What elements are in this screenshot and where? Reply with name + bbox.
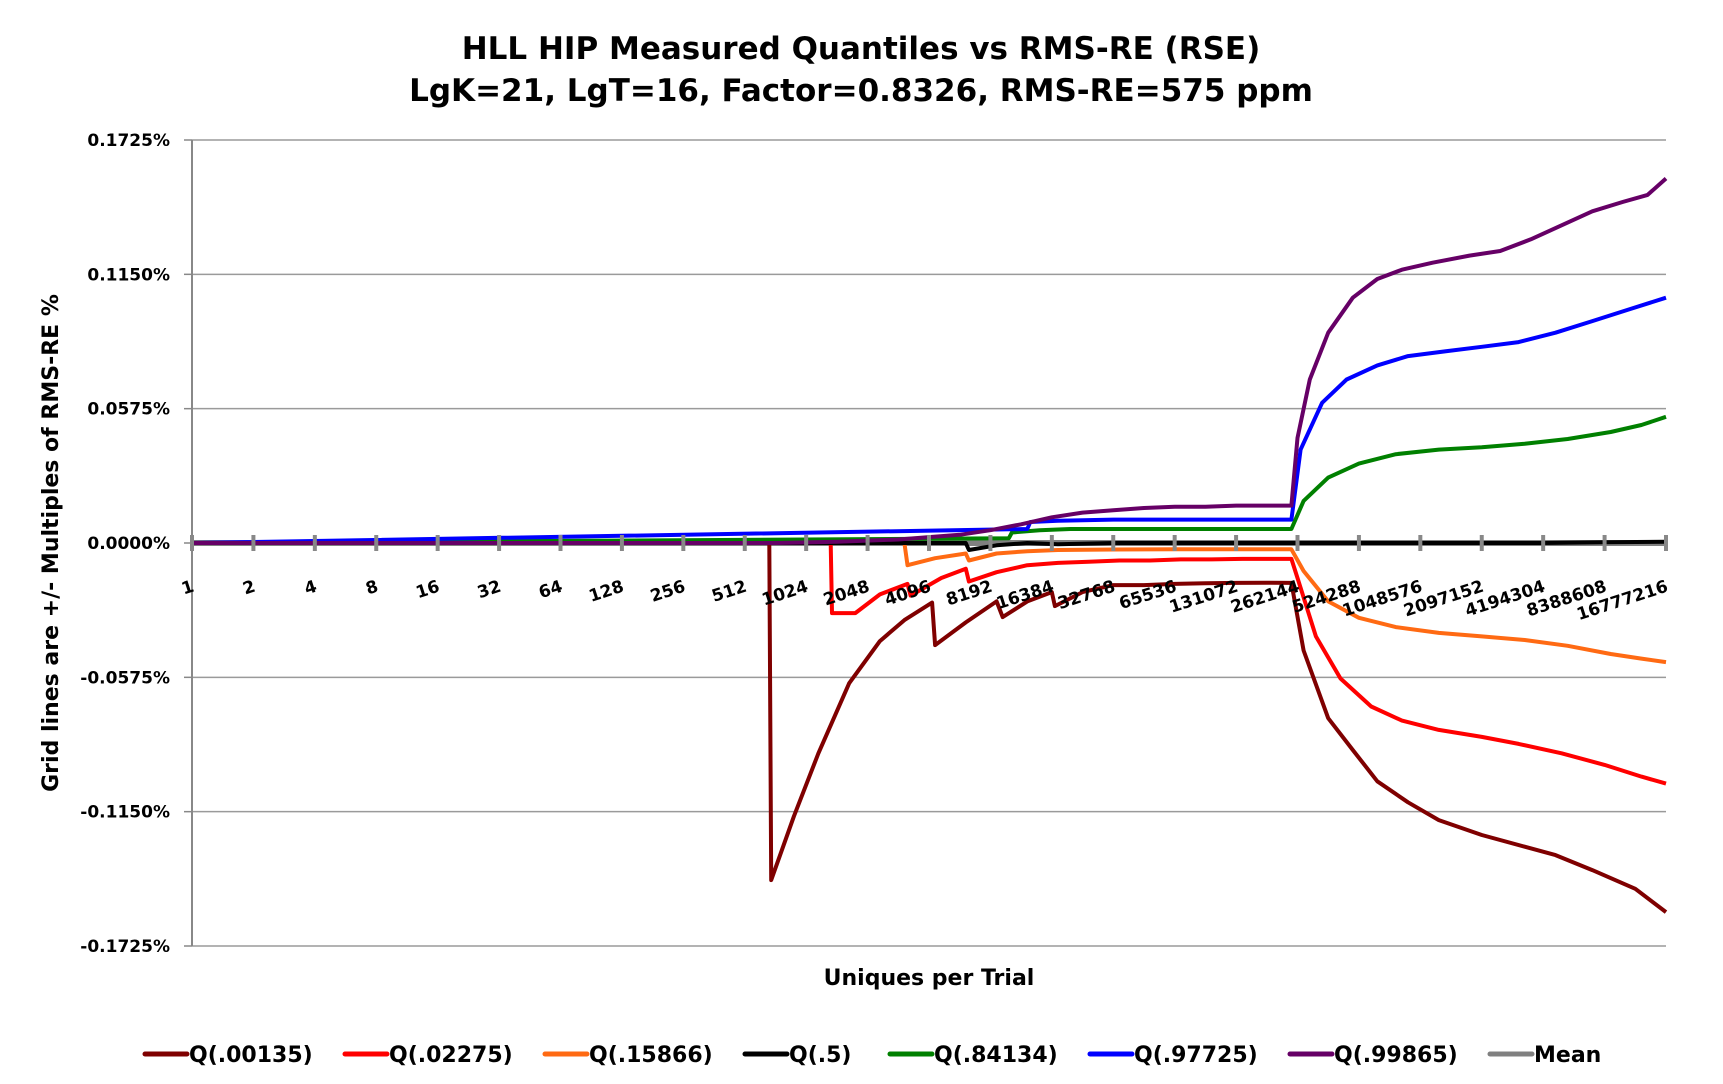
legend-label: Q(.97725) <box>1134 1043 1258 1068</box>
legend-label: Q(.02275) <box>389 1043 513 1068</box>
y-tick-label: 0.1150% <box>87 265 170 285</box>
x-axis <box>190 535 1668 551</box>
legend-label: Mean <box>1534 1043 1601 1068</box>
x-tick-label: 8 <box>363 577 380 600</box>
y-tick-label: -0.0575% <box>80 668 170 688</box>
x-tick-label: 512 <box>709 577 749 607</box>
x-axis-label: Uniques per Trial <box>824 966 1035 991</box>
chart-title: HLL HIP Measured Quantiles vs RMS-RE (RS… <box>462 31 1261 67</box>
gridlines <box>192 139 1666 947</box>
x-tick-label: 256 <box>648 577 688 607</box>
x-axis-tick-labels: 1 2 4 8 16 32 64 128 256 512 1024 2048 4096 819216384… <box>179 577 1670 625</box>
x-tick-label: 64 <box>536 577 565 603</box>
y-tick-label: 0.1725% <box>87 131 170 151</box>
series-line-q-15866 <box>192 541 1667 665</box>
series-line-q-5 <box>192 539 1667 552</box>
x-tick-label: 32768 <box>1055 577 1117 614</box>
series-line-q-84134 <box>191 414 1667 545</box>
y-tick-label: 0.0000% <box>87 534 170 554</box>
x-tick-label: 16 <box>414 577 443 603</box>
legend-label: Q(.15866) <box>589 1043 713 1068</box>
y-tick-label: 0.0575% <box>87 400 170 420</box>
chart-subtitle: LgK=21, LgT=16, Factor=0.8326, RMS-RE=57… <box>409 73 1313 109</box>
y-tick-label: -0.1150% <box>80 803 170 823</box>
y-axis-ticks: 0.1725% 0.1150% 0.0575% 0.0000% -0.0575% -0.1… <box>80 131 192 957</box>
series-line-q-97725 <box>191 295 1667 545</box>
x-tick-label: 4 <box>302 577 320 600</box>
x-tick-label: 1024 <box>760 577 811 611</box>
legend-label: Q(.00135) <box>189 1043 313 1068</box>
y-tick-label: -0.1725% <box>80 937 170 957</box>
x-tick-label: 16384 <box>994 577 1057 614</box>
series-line-q-00135 <box>192 541 1668 914</box>
x-tick-label: 32 <box>475 577 504 603</box>
legend: Q(.00135) Q(.02275) Q(.15866) Q(.5) Q(.84134… <box>142 1043 1601 1068</box>
series-line-q-99865 <box>192 177 1668 545</box>
x-tick-label: 1 <box>179 577 196 600</box>
y-axis-label: Grid lines are +/- Multiples of RMS-RE % <box>39 294 64 792</box>
legend-label: Q(.5) <box>789 1043 851 1068</box>
legend-label: Q(.99865) <box>1334 1043 1458 1068</box>
x-tick-label: 128 <box>587 577 627 607</box>
x-tick-label: 2 <box>241 577 258 600</box>
series-line-q-02275 <box>192 541 1667 786</box>
legend-label: Q(.84134) <box>934 1043 1058 1068</box>
